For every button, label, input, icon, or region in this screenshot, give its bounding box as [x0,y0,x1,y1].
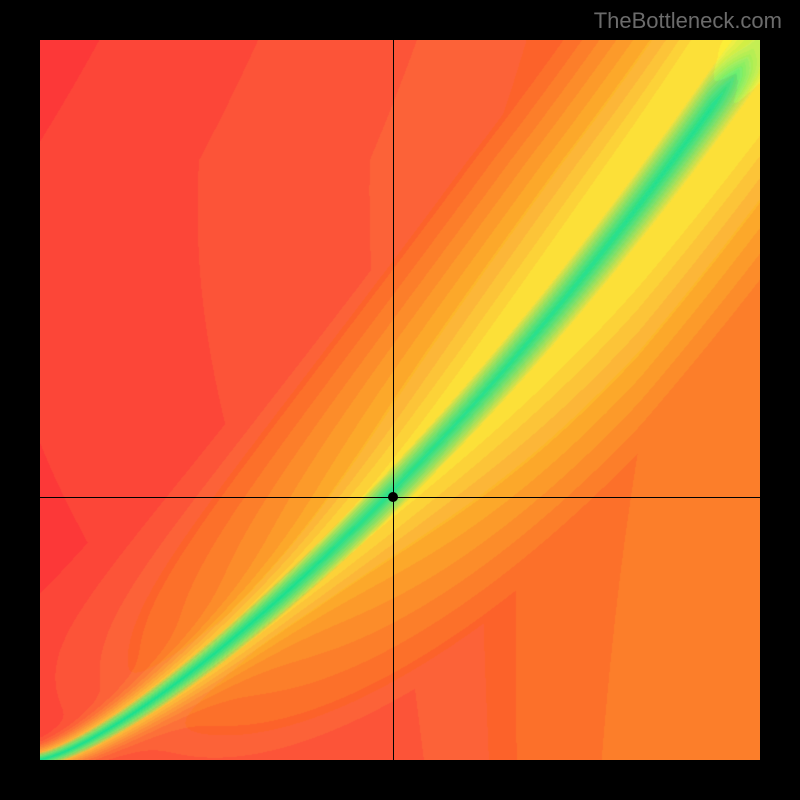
crosshair-vertical [393,40,394,760]
crosshair-horizontal [40,497,760,498]
heatmap-plot [40,40,760,760]
marker-dot [388,492,398,502]
watermark-text: TheBottleneck.com [594,8,782,34]
heatmap-canvas [40,40,760,760]
